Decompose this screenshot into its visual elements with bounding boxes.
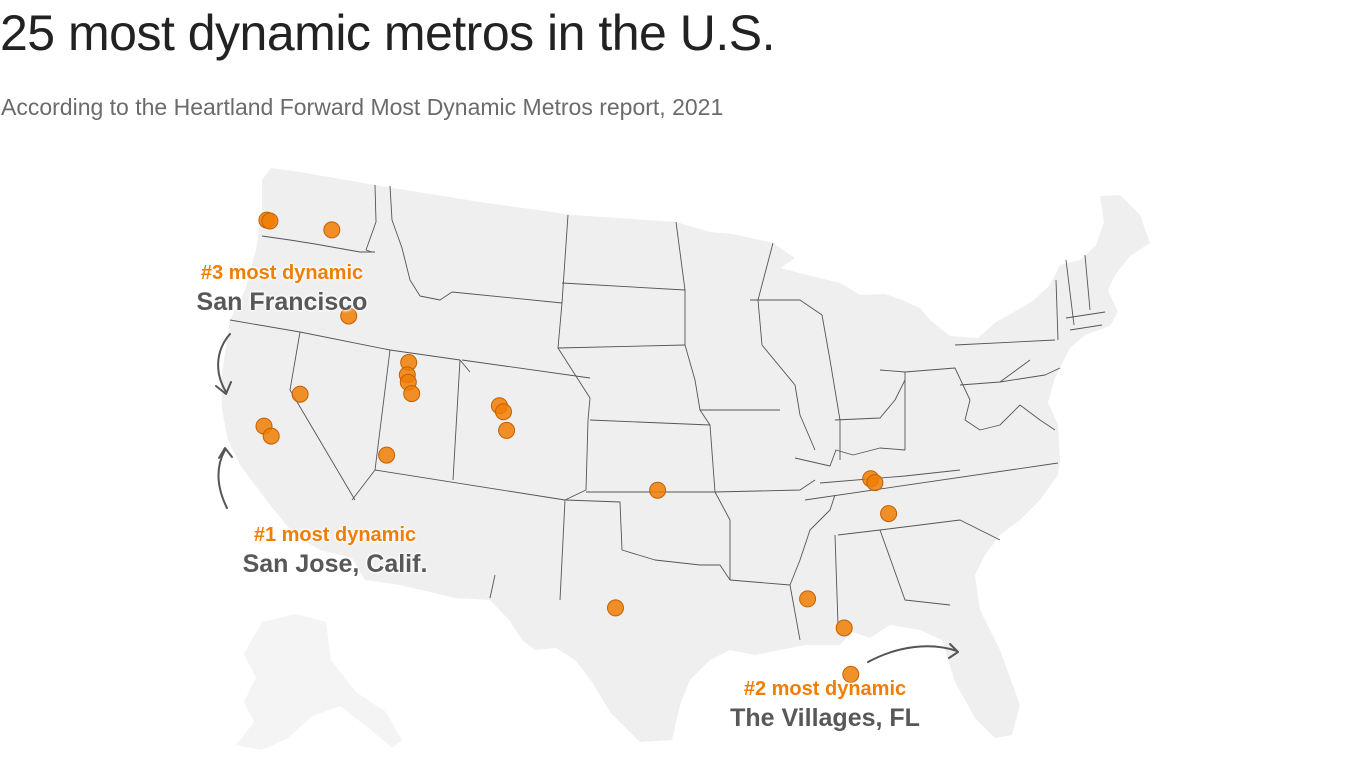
metro-marker [340, 307, 358, 325]
callout-arrows [215, 333, 959, 663]
metro-markers [255, 211, 898, 683]
callout-rank: #1 most dynamic [253, 524, 417, 546]
villages-arrow [867, 645, 958, 663]
callout-san-jose: #1 most dynamic San Jose, Calif. [232, 524, 438, 579]
page-title: 25 most dynamic metros in the U.S. [0, 5, 775, 61]
metro-marker [607, 599, 624, 617]
villages-arrowhead [948, 643, 959, 659]
metro-marker [378, 446, 396, 464]
sf-arrowhead [215, 381, 232, 395]
metro-marker [835, 619, 853, 637]
callout-place: San Francisco [196, 288, 368, 316]
metro-marker [880, 505, 898, 523]
metro-marker [495, 403, 512, 421]
metro-marker [323, 221, 341, 239]
callout-place: The Villages, FL [730, 704, 920, 732]
state-borders [229, 184, 1106, 641]
metro-marker [649, 481, 667, 499]
sf-arrow [217, 333, 231, 393]
metro-marker [262, 427, 280, 445]
alaska-shape [236, 614, 402, 750]
metro-marker [866, 474, 884, 492]
callout-rank: #3 most dynamic [200, 262, 364, 284]
lower-48-shape [221, 168, 1150, 742]
sj-arrowhead [218, 447, 233, 459]
callout-san-francisco: #3 most dynamic San Francisco [190, 262, 374, 317]
page-subtitle: According to the Heartland Forward Most … [1, 94, 724, 120]
metro-marker [498, 421, 516, 439]
metro-marker [261, 212, 279, 230]
metro-marker [291, 385, 309, 403]
callout-rank: #2 most dynamic [743, 678, 907, 700]
metro-marker [799, 590, 817, 608]
metro-marker [403, 385, 421, 403]
sj-arrow [217, 449, 228, 509]
metro-marker [842, 665, 860, 683]
callout-the-villages: #2 most dynamic The Villages, FL [722, 678, 928, 733]
callout-place: San Jose, Calif. [242, 550, 428, 578]
